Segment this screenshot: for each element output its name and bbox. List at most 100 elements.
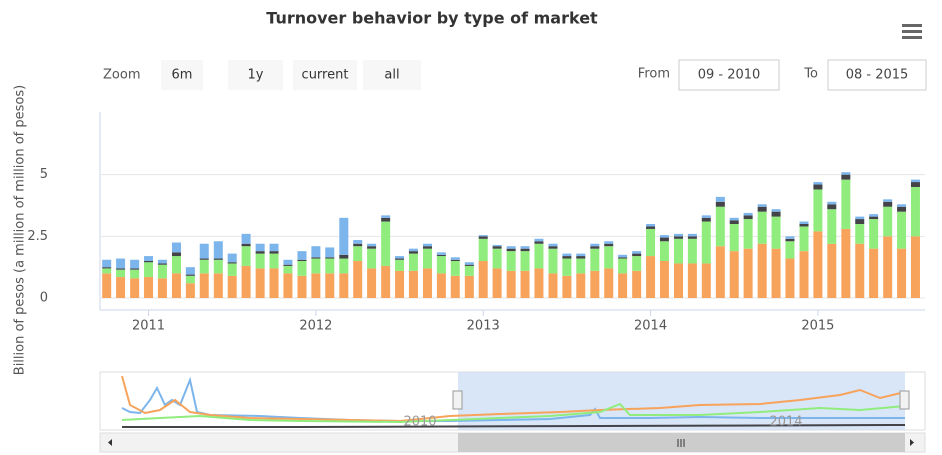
bar-segment bbox=[283, 259, 293, 265]
bar-segment bbox=[185, 283, 195, 298]
navigator-handle[interactable] bbox=[899, 390, 910, 410]
bar-segment bbox=[701, 215, 711, 218]
bar-segment bbox=[771, 209, 781, 212]
navigator-selection[interactable] bbox=[458, 372, 905, 430]
bar-segment bbox=[813, 231, 823, 298]
bar-segment bbox=[674, 233, 684, 237]
bar-segment bbox=[827, 209, 837, 244]
bar-segment bbox=[116, 269, 126, 278]
y-tick-label: 0 bbox=[40, 291, 48, 306]
zoom-button-label: 6m bbox=[172, 68, 193, 83]
bar-segment bbox=[144, 277, 154, 298]
bar-segment bbox=[674, 263, 684, 298]
bar-segment bbox=[102, 267, 112, 269]
bar-segment bbox=[395, 256, 405, 259]
to-label: To bbox=[803, 67, 818, 82]
bar-segment bbox=[478, 261, 488, 298]
bar-segment bbox=[576, 256, 586, 259]
bar-segment bbox=[157, 264, 167, 279]
bar-segment bbox=[478, 235, 488, 237]
bar-segment bbox=[520, 270, 530, 298]
bar-segment bbox=[506, 248, 516, 252]
bar-segment bbox=[506, 270, 516, 298]
bar-segment bbox=[910, 182, 920, 187]
bar-segment bbox=[353, 261, 363, 298]
bar-segment bbox=[785, 236, 795, 239]
scroll-left-arrow[interactable] bbox=[108, 439, 112, 446]
bar-segment bbox=[227, 263, 237, 276]
bar-segment bbox=[408, 251, 418, 254]
bar-segment bbox=[464, 264, 474, 266]
bar-segment bbox=[897, 211, 907, 249]
zoom-button[interactable] bbox=[228, 60, 283, 90]
bar-segment bbox=[408, 253, 418, 271]
bar-segment bbox=[743, 219, 753, 249]
bar-segment bbox=[632, 253, 642, 257]
bar-segment bbox=[130, 278, 140, 298]
x-tick-label: 2015 bbox=[801, 319, 834, 334]
bar-segment bbox=[646, 226, 656, 229]
navigator-line bbox=[122, 424, 906, 428]
bar-segment bbox=[632, 256, 642, 271]
bar-segment bbox=[381, 217, 391, 222]
bar-segment bbox=[241, 233, 251, 244]
menu-bar bbox=[902, 24, 922, 27]
bar-segment bbox=[171, 256, 181, 274]
bar-segment bbox=[729, 251, 739, 298]
bar-segment bbox=[269, 251, 279, 254]
bar-segment bbox=[841, 174, 851, 180]
bar-segment bbox=[771, 216, 781, 249]
to-input[interactable] bbox=[827, 59, 927, 91]
bar-segment bbox=[255, 253, 265, 269]
bar-segment bbox=[785, 241, 795, 259]
bar-segment bbox=[548, 273, 558, 298]
bar-segment bbox=[144, 261, 154, 263]
bar-segment bbox=[813, 184, 823, 190]
bar-segment bbox=[869, 248, 879, 298]
bar-segment bbox=[520, 251, 530, 271]
bar-segment bbox=[199, 243, 209, 259]
bar-segment bbox=[130, 268, 140, 270]
bar-segment bbox=[171, 252, 181, 257]
bar-segment bbox=[785, 238, 795, 242]
bar-segment bbox=[450, 257, 460, 260]
bar-segment bbox=[450, 275, 460, 298]
menu-bar bbox=[902, 36, 922, 39]
bar-segment bbox=[157, 259, 167, 264]
bar-segment bbox=[297, 261, 307, 276]
bar-segment bbox=[618, 254, 628, 258]
bar-segment bbox=[450, 261, 460, 276]
bar-segment bbox=[687, 263, 697, 298]
bar-segment bbox=[576, 258, 586, 274]
bar-segment bbox=[311, 258, 321, 274]
zoom-button[interactable] bbox=[363, 60, 421, 90]
bar-segment bbox=[116, 277, 126, 298]
bar-segment bbox=[785, 258, 795, 298]
bar-segment bbox=[534, 268, 544, 298]
bar-segment bbox=[827, 204, 837, 210]
from-input[interactable] bbox=[678, 59, 780, 91]
bar-segment bbox=[367, 248, 377, 269]
menu-icon[interactable] bbox=[902, 24, 922, 39]
bar-segment bbox=[715, 201, 725, 207]
bar-segment bbox=[395, 270, 405, 298]
navigator-handle[interactable] bbox=[452, 390, 463, 410]
bar-segment bbox=[241, 246, 251, 266]
y-tick-label: 5 bbox=[40, 167, 48, 182]
bar-segment bbox=[548, 243, 558, 247]
bar-segment bbox=[171, 242, 181, 253]
navigator-line bbox=[121, 402, 906, 424]
bar-segment bbox=[130, 259, 140, 269]
zoom-button-label: current bbox=[302, 68, 349, 83]
bar-segment bbox=[813, 182, 823, 185]
bar-segment bbox=[855, 216, 865, 220]
bar-segment bbox=[297, 259, 307, 261]
scroll-right-arrow[interactable] bbox=[910, 439, 914, 446]
bar-segment bbox=[897, 248, 907, 298]
zoom-button[interactable] bbox=[161, 60, 203, 90]
bar-segment bbox=[283, 264, 293, 266]
zoom-button[interactable] bbox=[293, 60, 357, 90]
bar-segment bbox=[674, 236, 684, 239]
bar-segment bbox=[339, 254, 349, 259]
